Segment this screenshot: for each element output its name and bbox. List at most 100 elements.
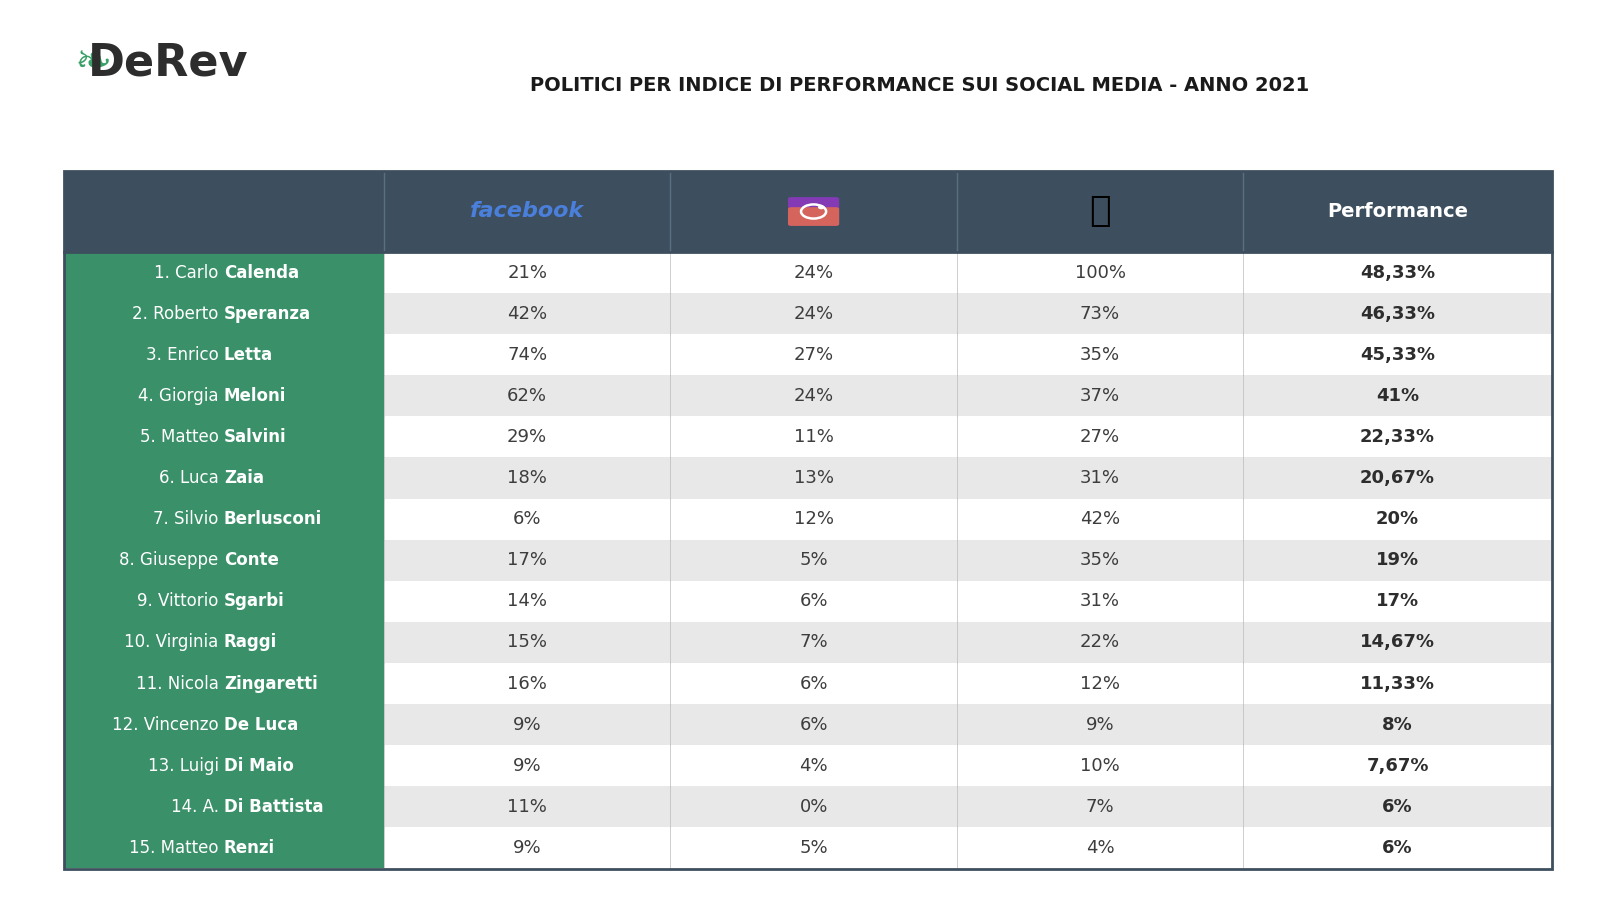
Text: 5%: 5% [800,839,827,857]
Text: ❧: ❧ [74,41,112,85]
Text: 7%: 7% [1086,797,1114,815]
Text: facebook: facebook [470,202,584,221]
Text: 11%: 11% [507,797,547,815]
FancyBboxPatch shape [384,457,1552,499]
Text: 9. Vittorio: 9. Vittorio [138,592,224,610]
Text: 14,67%: 14,67% [1360,634,1435,652]
Text: 14. A.: 14. A. [171,797,224,815]
Text: 8%: 8% [1382,716,1413,733]
Text: 48,33%: 48,33% [1360,264,1435,282]
Text: 31%: 31% [1080,592,1120,610]
Text: 7,67%: 7,67% [1366,757,1429,775]
Text: Performance: Performance [1326,202,1469,221]
Text: 🐦: 🐦 [1090,194,1110,229]
Text: Calenda: Calenda [224,264,299,282]
Text: Di Maio: Di Maio [224,757,294,775]
Text: 19%: 19% [1376,551,1419,569]
FancyBboxPatch shape [384,745,1552,787]
Text: 41%: 41% [1376,387,1419,405]
FancyBboxPatch shape [64,171,1552,252]
FancyBboxPatch shape [384,375,1552,417]
Text: 5%: 5% [800,551,827,569]
FancyBboxPatch shape [64,457,384,499]
FancyBboxPatch shape [64,787,384,827]
FancyBboxPatch shape [64,375,384,417]
Text: 3. Enrico: 3. Enrico [146,346,224,364]
Text: 21%: 21% [507,264,547,282]
Text: Di Battista: Di Battista [224,797,323,815]
Text: 20%: 20% [1376,510,1419,528]
Text: Zingaretti: Zingaretti [224,674,318,692]
Text: 12%: 12% [1080,674,1120,692]
Text: Conte: Conte [224,551,278,569]
Text: 31%: 31% [1080,469,1120,487]
Text: 29%: 29% [507,428,547,446]
FancyBboxPatch shape [64,827,384,868]
Text: 20,67%: 20,67% [1360,469,1435,487]
FancyBboxPatch shape [384,663,1552,704]
FancyBboxPatch shape [64,663,384,704]
Text: 11. Nicola: 11. Nicola [136,674,224,692]
Text: 11,33%: 11,33% [1360,674,1435,692]
FancyBboxPatch shape [384,787,1552,827]
Text: 6. Luca: 6. Luca [158,469,224,487]
Text: 2. Roberto: 2. Roberto [133,304,224,322]
Text: 9%: 9% [514,716,541,733]
Text: POLITICI PER INDICE DI PERFORMANCE SUI SOCIAL MEDIA - ANNO 2021: POLITICI PER INDICE DI PERFORMANCE SUI S… [530,76,1310,95]
Text: 46,33%: 46,33% [1360,304,1435,322]
FancyBboxPatch shape [64,580,384,622]
FancyBboxPatch shape [64,334,384,375]
Text: 16%: 16% [507,674,547,692]
Text: 22,33%: 22,33% [1360,428,1435,446]
Text: 14%: 14% [507,592,547,610]
Text: 6%: 6% [1382,839,1413,857]
Text: 73%: 73% [1080,304,1120,322]
Text: 17%: 17% [507,551,547,569]
FancyBboxPatch shape [384,334,1552,375]
Text: 74%: 74% [507,346,547,364]
Text: 6%: 6% [800,716,827,733]
FancyBboxPatch shape [787,197,838,226]
Text: 18%: 18% [507,469,547,487]
Text: 7%: 7% [800,634,827,652]
Text: 10. Virginia: 10. Virginia [125,634,224,652]
Text: 4. Giorgia: 4. Giorgia [138,387,224,405]
Text: 6%: 6% [800,674,827,692]
Text: Sgarbi: Sgarbi [224,592,285,610]
Text: 42%: 42% [1080,510,1120,528]
Text: Renzi: Renzi [224,839,275,857]
Text: 6%: 6% [800,592,827,610]
FancyBboxPatch shape [64,704,384,745]
Text: 6%: 6% [1382,797,1413,815]
Text: 17%: 17% [1376,592,1419,610]
Text: 11%: 11% [794,428,834,446]
Text: 4%: 4% [1086,839,1114,857]
FancyBboxPatch shape [64,622,384,663]
Text: 10%: 10% [1080,757,1120,775]
Text: DeRev: DeRev [88,41,248,85]
Text: Zaia: Zaia [224,469,264,487]
FancyBboxPatch shape [64,417,384,457]
Text: Berlusconi: Berlusconi [224,510,322,528]
Text: 15%: 15% [507,634,547,652]
Text: 15. Matteo: 15. Matteo [130,839,224,857]
Text: Meloni: Meloni [224,387,286,405]
Text: 62%: 62% [507,387,547,405]
Text: 24%: 24% [794,387,834,405]
FancyBboxPatch shape [64,745,384,787]
Text: 12. Vincenzo: 12. Vincenzo [112,716,224,733]
FancyBboxPatch shape [64,293,384,334]
Text: 45,33%: 45,33% [1360,346,1435,364]
FancyBboxPatch shape [384,499,1552,540]
Text: Speranza: Speranza [224,304,310,322]
Text: 12%: 12% [794,510,834,528]
Text: 1. Carlo: 1. Carlo [154,264,224,282]
Text: 9%: 9% [1086,716,1114,733]
FancyBboxPatch shape [384,293,1552,334]
FancyBboxPatch shape [384,580,1552,622]
FancyBboxPatch shape [64,540,384,580]
Text: De Luca: De Luca [224,716,298,733]
Text: Letta: Letta [224,346,274,364]
FancyBboxPatch shape [64,499,384,540]
FancyBboxPatch shape [384,252,1552,293]
